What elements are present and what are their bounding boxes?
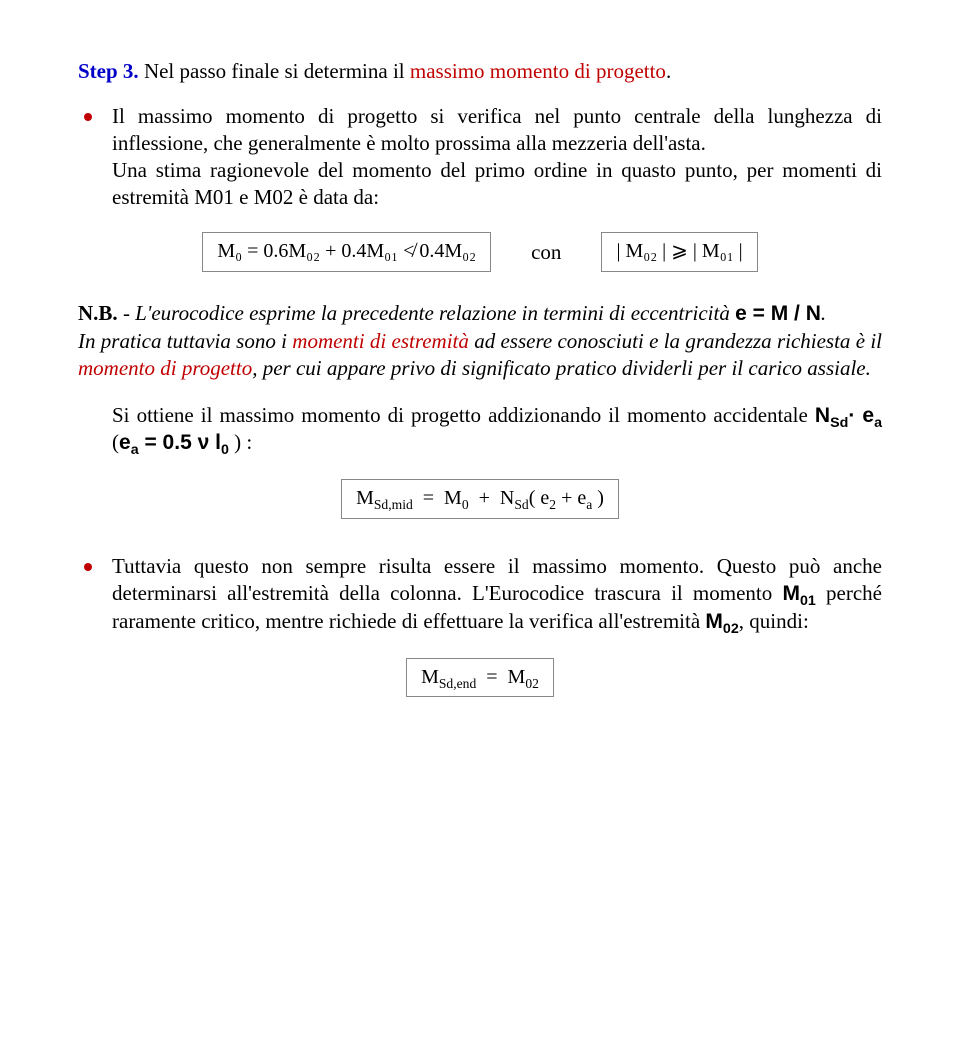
m01-sym: M01: [782, 582, 815, 605]
con-label: con: [531, 239, 561, 266]
b2-seg3: , quindi:: [739, 609, 809, 633]
nb-red2: momento di progetto: [78, 356, 252, 380]
accidental-moment-para: Si ottiene il massimo momento di progett…: [78, 402, 882, 458]
bullet-item-2: Tuttavia questo non sempre risulta esser…: [78, 553, 882, 636]
bullet1-para1: Il massimo momento di progetto si verifi…: [112, 103, 882, 157]
ea-sym: ea: [862, 404, 882, 427]
nb-seg3: ad essere conosciuti e la grandezza rich…: [469, 329, 882, 353]
nb-seg1: - L'eurocodice esprime la precedente rel…: [118, 301, 735, 325]
bullet1-para2: Una stima ragionevole del momento del pr…: [112, 157, 882, 211]
equation-msdend: MSd,end = M02: [406, 658, 554, 698]
equation-row-1: M₀ = 0.6M₀₂ + 0.4M₀₁ ≮ 0.4M₀₂ con | M₀₂ …: [78, 232, 882, 272]
nb-head: N.B.: [78, 301, 118, 325]
step-text-accent: massimo momento di progetto: [410, 59, 666, 83]
paren-open: (: [112, 430, 119, 454]
step-heading: Step 3. Nel passo finale si determina il…: [78, 58, 882, 85]
nb-paragraph: N.B. - L'eurocodice esprime la precedent…: [78, 300, 882, 382]
bullet-item-1: Il massimo momento di progetto si verifi…: [78, 103, 882, 211]
nb-seg2: In pratica tuttavia sono i: [78, 329, 292, 353]
dot-sep: ·: [848, 404, 855, 427]
m02-sym: M02: [705, 610, 738, 633]
equation-row-2: MSd,mid = M0 + NSd( e2 + ea ): [78, 479, 882, 519]
acc-text: Si ottiene il massimo momento di progett…: [112, 403, 815, 427]
nb-seg1b: .: [821, 301, 826, 325]
bullet-list-2: Tuttavia questo non sempre risulta esser…: [78, 553, 882, 636]
paren-close: ) :: [229, 430, 252, 454]
equation-row-3: MSd,end = M02: [78, 658, 882, 698]
ea2-sym: ea: [119, 431, 139, 454]
nsd-sym: NSd: [815, 404, 848, 427]
ea-eq: = 0.5 ν l0: [139, 431, 229, 454]
nb-seg4: , per cui appare privo di significato pr…: [252, 356, 871, 380]
nb-emn: e = M / N: [735, 302, 821, 325]
step-label: Step 3.: [78, 59, 139, 83]
equation-ineq: | M₀₂ | ⩾ | M₀₁ |: [601, 232, 757, 272]
b2-seg1: Tuttavia questo non sempre risulta esser…: [112, 554, 882, 605]
bullet-list-1: Il massimo momento di progetto si verifi…: [78, 103, 882, 211]
step-dot: .: [666, 59, 671, 83]
equation-msdmid: MSd,mid = M0 + NSd( e2 + ea ): [341, 479, 619, 519]
nb-red1: momenti di estremità: [292, 329, 469, 353]
equation-m0: M₀ = 0.6M₀₂ + 0.4M₀₁ ≮ 0.4M₀₂: [202, 232, 491, 272]
step-text-plain: Nel passo finale si determina il: [139, 59, 410, 83]
